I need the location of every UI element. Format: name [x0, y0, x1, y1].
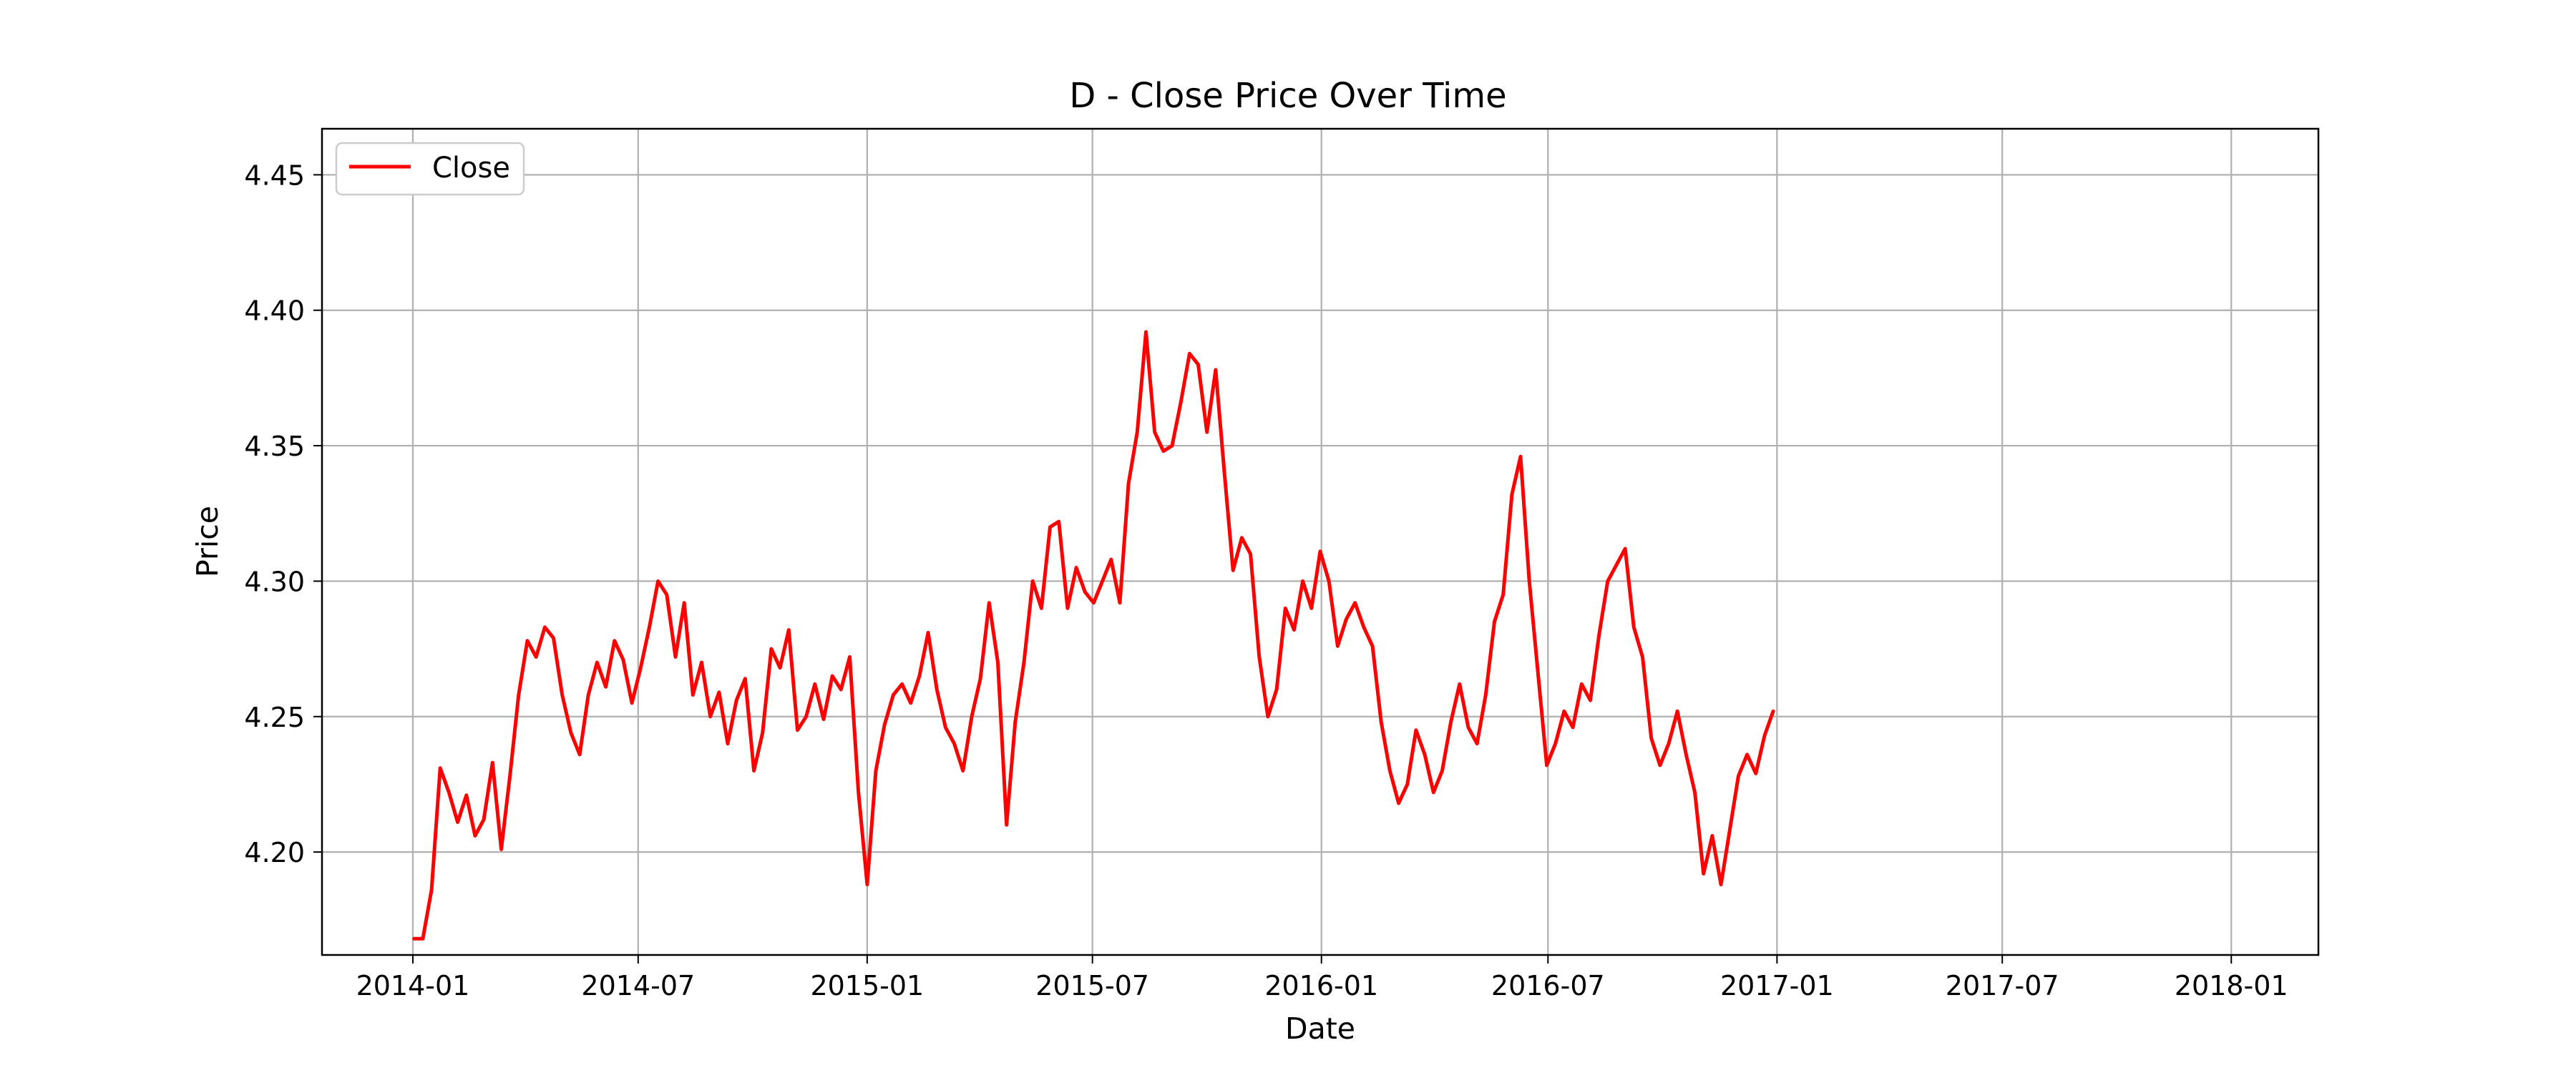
legend-label-close: Close [432, 152, 510, 185]
x-tick-label: 2017-07 [1946, 970, 2059, 1001]
chart-title: D - Close Price Over Time [1069, 76, 1506, 116]
legend-box [335, 142, 525, 196]
y-tick-label: 4.20 [244, 837, 305, 868]
y-tick-label: 4.25 [244, 702, 305, 733]
x-tick-label: 2014-07 [581, 970, 695, 1001]
legend: Close [335, 142, 525, 196]
x-tick-label: 2017-01 [1720, 970, 1834, 1001]
x-axis-label: Date [1285, 1011, 1355, 1046]
y-tick-label: 4.35 [244, 431, 305, 462]
y-axis: 4.20 4.25 4.30 4.35 4.40 4.45 [244, 160, 322, 868]
x-tick-label: 2016-01 [1264, 970, 1378, 1001]
x-tick-label: 2016-07 [1491, 970, 1605, 1001]
plot-frame [321, 127, 2320, 956]
x-tick-label: 2014-01 [356, 970, 470, 1001]
grid [322, 129, 2318, 955]
y-tick-label: 4.30 [244, 566, 305, 597]
y-tick-label: 4.45 [244, 160, 305, 191]
series-line-close [412, 330, 1775, 941]
x-tick-label: 2015-01 [810, 970, 924, 1001]
x-tick-label: 2018-01 [2175, 970, 2288, 1001]
y-tick-label: 4.40 [244, 295, 305, 327]
series-layer [412, 330, 1775, 941]
x-axis: 2014-01 2014-07 2015-01 2015-07 2016-01 2016-… [356, 955, 2288, 1001]
y-axis-label: Price [190, 506, 225, 577]
x-tick-label: 2015-07 [1035, 970, 1149, 1001]
